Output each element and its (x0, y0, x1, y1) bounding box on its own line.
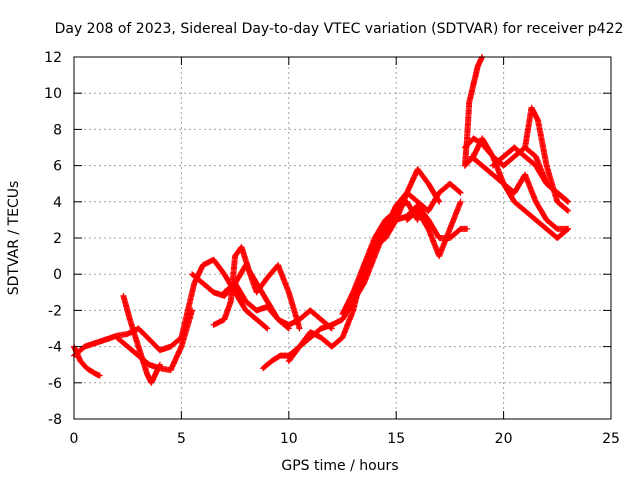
y-tick-label: -2 (48, 303, 62, 319)
series-track-8 (221, 280, 335, 332)
series-track-19 (468, 153, 571, 241)
point-markers (382, 180, 464, 232)
y-tick-label: 8 (53, 122, 62, 138)
y-tick-label: 4 (53, 195, 62, 211)
point-markers (522, 104, 571, 214)
point-markers (210, 244, 303, 332)
data-points (71, 54, 571, 386)
series-track-7 (210, 244, 303, 332)
x-tick-label: 20 (495, 431, 513, 447)
point-markers (71, 343, 103, 379)
series-track-1 (71, 325, 185, 359)
point-markers (71, 325, 185, 359)
y-tick-label: 0 (53, 267, 62, 283)
x-tick-label: 10 (280, 431, 298, 447)
y-tick-label: 10 (44, 86, 62, 102)
point-markers (120, 292, 163, 386)
y-tick-label: -6 (48, 376, 62, 392)
x-tick-label: 5 (177, 431, 186, 447)
series-track-3 (120, 292, 163, 386)
series-track-2 (71, 343, 103, 379)
y-tick-label: -8 (48, 412, 62, 428)
point-markers (403, 198, 464, 260)
chart-title: Day 208 of 2023, Sidereal Day-to-day VTE… (55, 21, 624, 37)
x-tick-label: 0 (70, 431, 79, 447)
y-tick-label: -4 (48, 340, 62, 356)
x-tick-label: 25 (602, 431, 620, 447)
axis-ticks: 0 5 10 15 20 25 -8 -6 -4 -2 0 2 4 6 8 10 12 (44, 50, 620, 447)
point-markers (339, 166, 443, 317)
series-track-21 (522, 104, 571, 214)
point-markers (221, 280, 335, 332)
point-markers (468, 153, 571, 241)
series-track-4 (114, 307, 196, 374)
series-track-15 (403, 198, 464, 260)
y-tick-label: 6 (53, 159, 62, 175)
y-tick-label: 2 (53, 231, 62, 247)
series-track-13 (350, 202, 471, 296)
point-markers (114, 307, 196, 374)
x-axis-label: GPS time / hours (281, 458, 398, 474)
y-tick-label: 12 (44, 50, 62, 66)
point-markers (350, 202, 471, 296)
series-track-14 (382, 180, 464, 232)
y-axis-label: SDTVAR / TECUs (6, 181, 22, 296)
x-tick-label: 15 (387, 431, 405, 447)
series-track-12 (339, 166, 443, 317)
